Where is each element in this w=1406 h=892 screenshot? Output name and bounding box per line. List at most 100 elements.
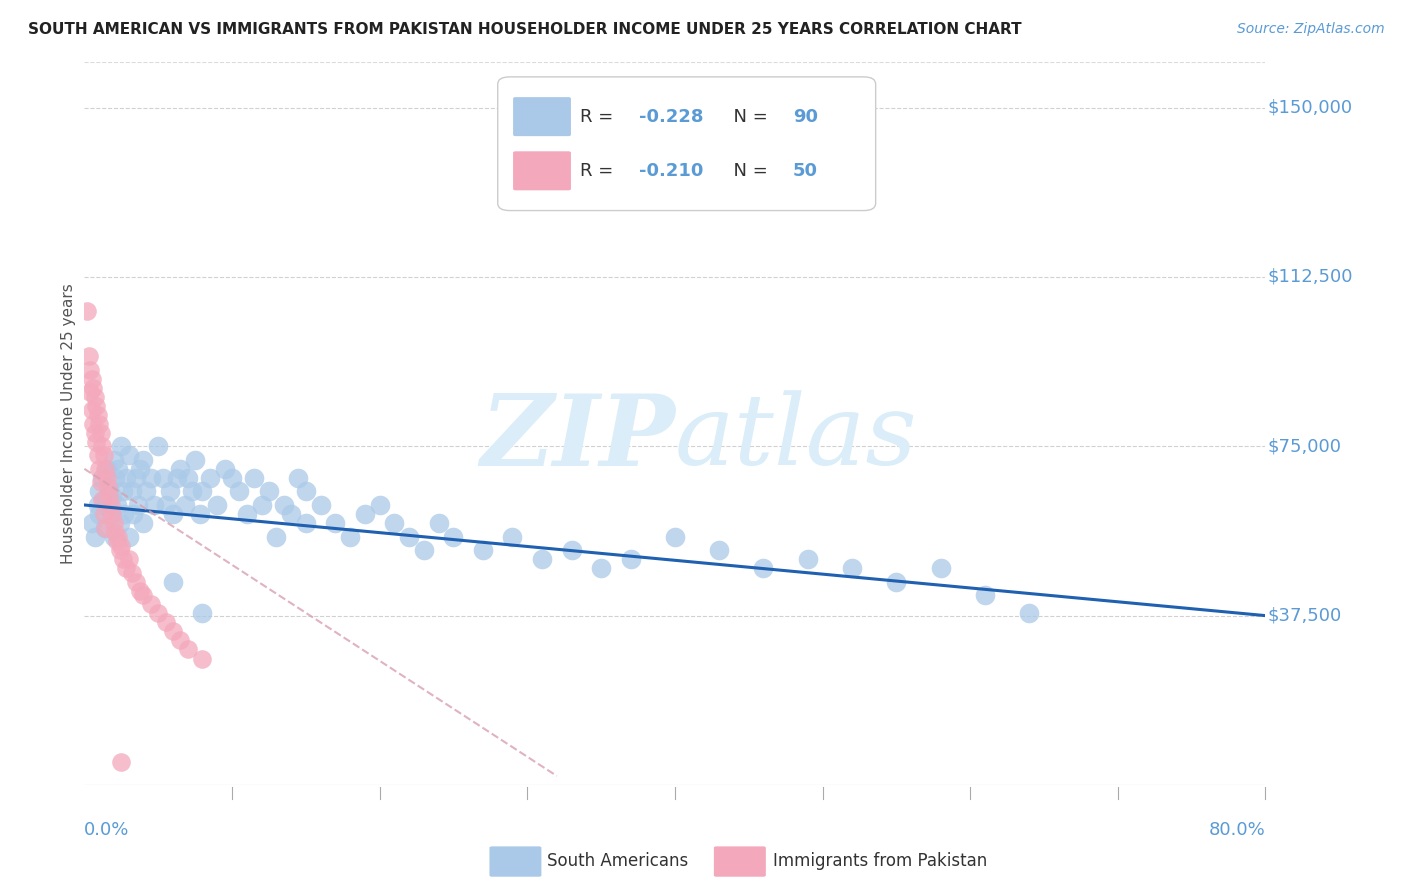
Text: R =: R = [581, 161, 620, 180]
Point [107, 530, 129, 544]
Text: $75,000: $75,000 [1268, 437, 1341, 455]
Point [110, 756, 132, 770]
Point [169, 462, 191, 476]
Point [90, 475, 112, 490]
Point [132, 516, 155, 530]
Point [561, 543, 583, 558]
Point [80, 403, 103, 417]
Point [191, 484, 214, 499]
Point [1018, 607, 1040, 621]
Point [841, 561, 863, 575]
Point [83, 530, 105, 544]
Point [974, 588, 997, 602]
Point [121, 484, 143, 499]
Point [250, 498, 273, 512]
Point [155, 615, 177, 630]
Text: $37,500: $37,500 [1268, 607, 1341, 624]
Point [198, 471, 221, 485]
Point [76, 303, 98, 318]
Point [93, 507, 115, 521]
Point [166, 471, 188, 485]
Point [87, 484, 111, 499]
Point [125, 471, 148, 485]
Point [162, 507, 184, 521]
Point [84, 434, 107, 449]
Point [191, 607, 214, 621]
Point [152, 471, 174, 485]
Point [114, 561, 136, 575]
Point [155, 498, 177, 512]
Text: ZIP: ZIP [479, 390, 675, 486]
Point [664, 530, 686, 544]
Point [382, 516, 406, 530]
Point [118, 448, 141, 462]
Point [214, 462, 236, 476]
Point [620, 552, 643, 566]
Point [339, 530, 361, 544]
Point [159, 484, 181, 499]
Point [295, 484, 318, 499]
Point [257, 484, 280, 499]
Point [82, 417, 104, 431]
Point [188, 507, 211, 521]
Point [236, 507, 259, 521]
Point [287, 471, 309, 485]
Point [177, 642, 200, 657]
Point [181, 484, 204, 499]
Point [91, 493, 114, 508]
Text: SOUTH AMERICAN VS IMMIGRANTS FROM PAKISTAN HOUSEHOLDER INCOME UNDER 25 YEARS COR: SOUTH AMERICAN VS IMMIGRANTS FROM PAKIST… [28, 22, 1022, 37]
Point [398, 530, 420, 544]
Point [177, 471, 200, 485]
Point [280, 507, 302, 521]
Point [148, 439, 170, 453]
Point [368, 498, 391, 512]
Point [162, 574, 184, 589]
Point [797, 552, 820, 566]
Point [104, 471, 127, 485]
Point [207, 498, 229, 512]
Point [105, 498, 128, 512]
Text: South Americans: South Americans [547, 852, 689, 870]
Point [243, 471, 266, 485]
Y-axis label: Householder Income Under 25 years: Householder Income Under 25 years [60, 284, 76, 564]
Point [184, 452, 207, 467]
Point [129, 462, 152, 476]
Text: Immigrants from Pakistan: Immigrants from Pakistan [773, 852, 987, 870]
Text: 80.0%: 80.0% [1209, 821, 1265, 839]
Point [501, 530, 523, 544]
Point [531, 552, 554, 566]
Point [110, 539, 132, 553]
Text: -0.210: -0.210 [640, 161, 704, 180]
Point [266, 530, 288, 544]
Point [125, 574, 148, 589]
Point [80, 371, 103, 385]
Point [101, 507, 124, 521]
Point [83, 390, 105, 404]
Point [139, 471, 162, 485]
Point [79, 362, 101, 376]
Point [86, 448, 108, 462]
Point [591, 561, 613, 575]
Text: atlas: atlas [675, 391, 918, 486]
Point [87, 507, 111, 521]
Text: $112,500: $112,500 [1268, 268, 1353, 286]
Point [100, 498, 122, 512]
Point [139, 598, 162, 612]
Point [132, 588, 155, 602]
Point [118, 552, 141, 566]
Point [103, 530, 125, 544]
Point [91, 471, 114, 485]
Point [122, 507, 145, 521]
Text: 50: 50 [793, 161, 818, 180]
Point [472, 543, 495, 558]
Point [91, 439, 114, 453]
Point [129, 583, 152, 598]
FancyBboxPatch shape [513, 152, 571, 190]
FancyBboxPatch shape [513, 97, 571, 136]
Point [86, 408, 108, 422]
Point [929, 561, 952, 575]
Point [427, 516, 450, 530]
Point [104, 524, 127, 539]
Point [886, 574, 908, 589]
Point [83, 425, 105, 440]
